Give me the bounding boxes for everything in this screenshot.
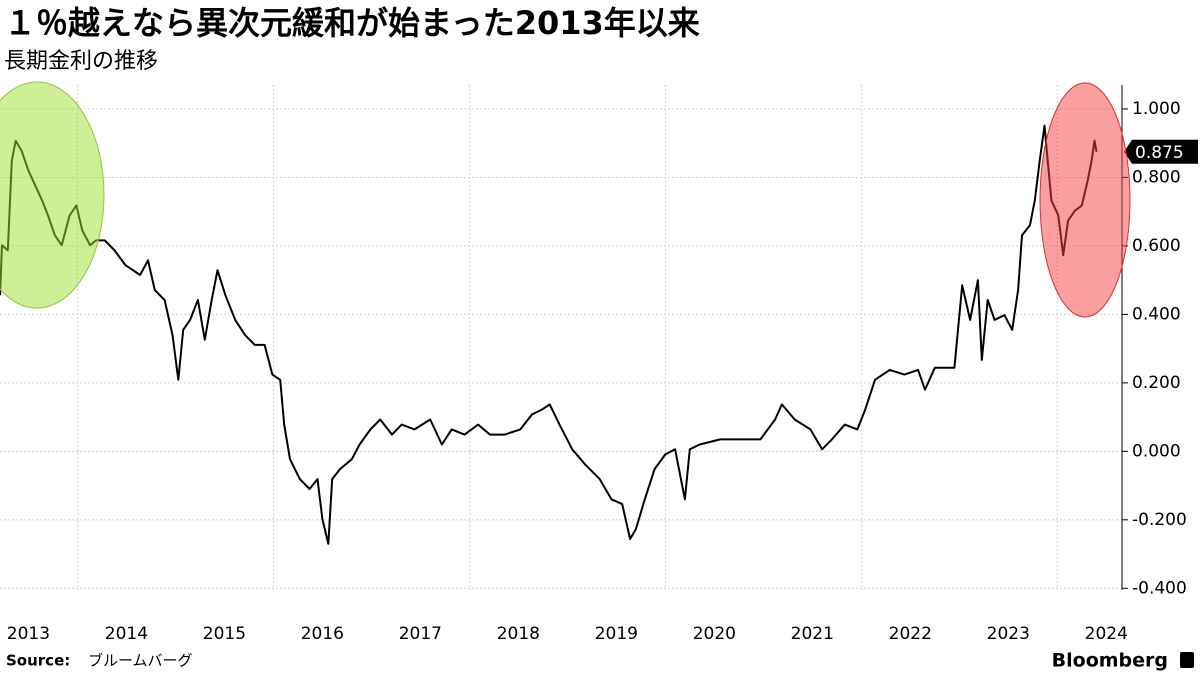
x-tick-label: 2019 — [595, 624, 638, 644]
last-value-box — [1124, 139, 1198, 164]
x-tick-label: 2013 — [7, 624, 50, 644]
x-tick-label: 2017 — [399, 624, 442, 644]
brand-icon — [1180, 652, 1194, 668]
y-tick-label: -0.200 — [1132, 510, 1187, 530]
x-tick-label: 2014 — [105, 624, 148, 644]
y-tick-label: -0.400 — [1132, 578, 1187, 598]
last-value-label: 0.875 — [1135, 143, 1184, 163]
y-tick-label: 0.400 — [1132, 304, 1181, 324]
y-tick-label: 0.200 — [1132, 373, 1181, 393]
x-tick-label: 2023 — [987, 624, 1030, 644]
x-tick-label: 2024 — [1085, 624, 1128, 644]
y-tick-label: 0.000 — [1132, 441, 1181, 461]
brand: Bloomberg — [1052, 650, 1168, 672]
x-tick-label: 2016 — [301, 624, 344, 644]
highlight-2024 — [1039, 82, 1131, 318]
chart-subtitle: 長期金利の推移 — [4, 49, 158, 74]
chart-title: １％越えなら異次元緩和が始まった2013年以来 — [4, 4, 700, 42]
y-tick-label: 1.000 — [1132, 99, 1181, 119]
source-label: Source: — [6, 652, 70, 670]
x-tick-label: 2018 — [497, 624, 540, 644]
highlight-2013 — [0, 81, 105, 309]
source: ブルームバーグ — [88, 652, 193, 670]
plot-area: -0.400 -0.200 0.000 0.200 0.400 0.600 0.800 1.0… — [0, 85, 1198, 644]
x-tick-label: 2021 — [791, 624, 834, 644]
data-line — [0, 124, 1098, 545]
x-tick-label: 2020 — [693, 624, 736, 644]
x-tick-label: 2022 — [889, 624, 932, 644]
y-tick-label: 0.800 — [1132, 167, 1181, 187]
x-tick-label: 2015 — [203, 624, 246, 644]
y-tick-label: 0.600 — [1132, 236, 1181, 256]
